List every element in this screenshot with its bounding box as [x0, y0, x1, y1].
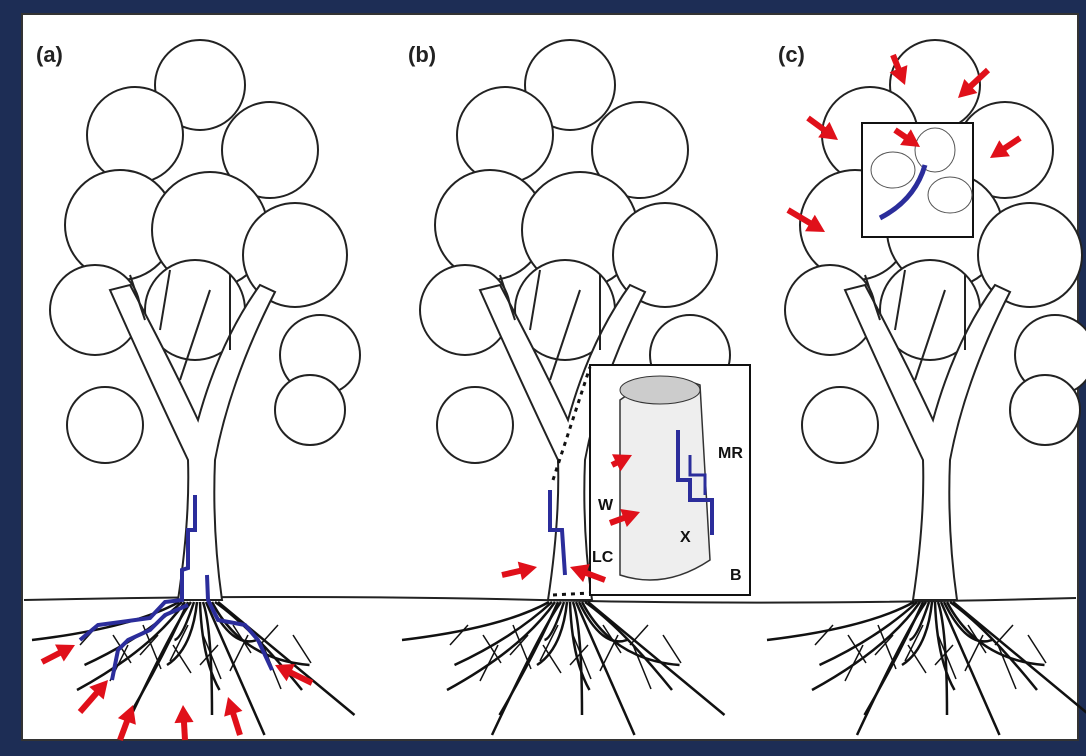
figure: (a) (b) (c) W LC X MR B — [0, 0, 1086, 756]
inset-label: W — [598, 497, 614, 514]
crown-lobe — [437, 387, 513, 463]
crown-lobe — [275, 375, 345, 445]
crown-lobe — [457, 87, 553, 183]
panel-label: (a) — [36, 42, 63, 67]
page: (a) (b) (c) W LC X MR B (() => { const d… — [0, 0, 1086, 756]
leaf — [871, 152, 915, 188]
crown-lobe — [67, 387, 143, 463]
leaf — [928, 177, 972, 213]
crown-lobe — [802, 387, 878, 463]
inset-label: X — [680, 529, 691, 546]
panel-label: (c) — [778, 42, 805, 67]
inset-label: MR — [718, 445, 743, 462]
leaf — [915, 128, 955, 172]
log-top — [620, 376, 700, 404]
crown-lobe — [1010, 375, 1080, 445]
crown-lobe — [87, 87, 183, 183]
inset-label: LC — [592, 549, 614, 566]
log-section — [620, 380, 710, 580]
inset-label: B — [730, 567, 742, 584]
panel-label: (b) — [408, 42, 436, 67]
